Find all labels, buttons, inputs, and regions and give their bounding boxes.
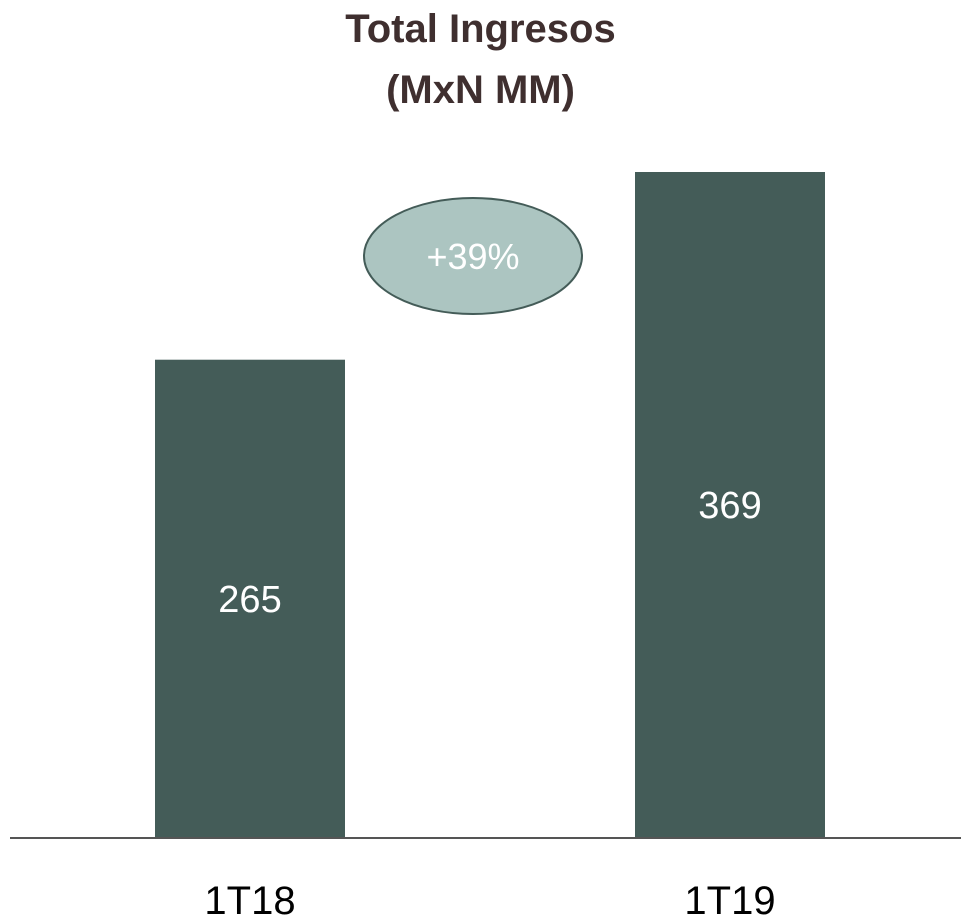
chart-title: Total Ingresos (345, 7, 616, 51)
growth-annotation-bubble (363, 197, 583, 315)
chart-subtitle: (MxN MM) (386, 68, 575, 112)
bar-1T18 (155, 359, 345, 838)
growth-annotation-label: +39% (426, 236, 519, 277)
x-tick-label: 1T19 (684, 879, 775, 923)
bar-value-label: 369 (698, 485, 761, 527)
bar-value-label: 265 (218, 579, 281, 621)
bar-1T19 (635, 172, 825, 838)
x-tick-label: 1T18 (204, 879, 295, 923)
